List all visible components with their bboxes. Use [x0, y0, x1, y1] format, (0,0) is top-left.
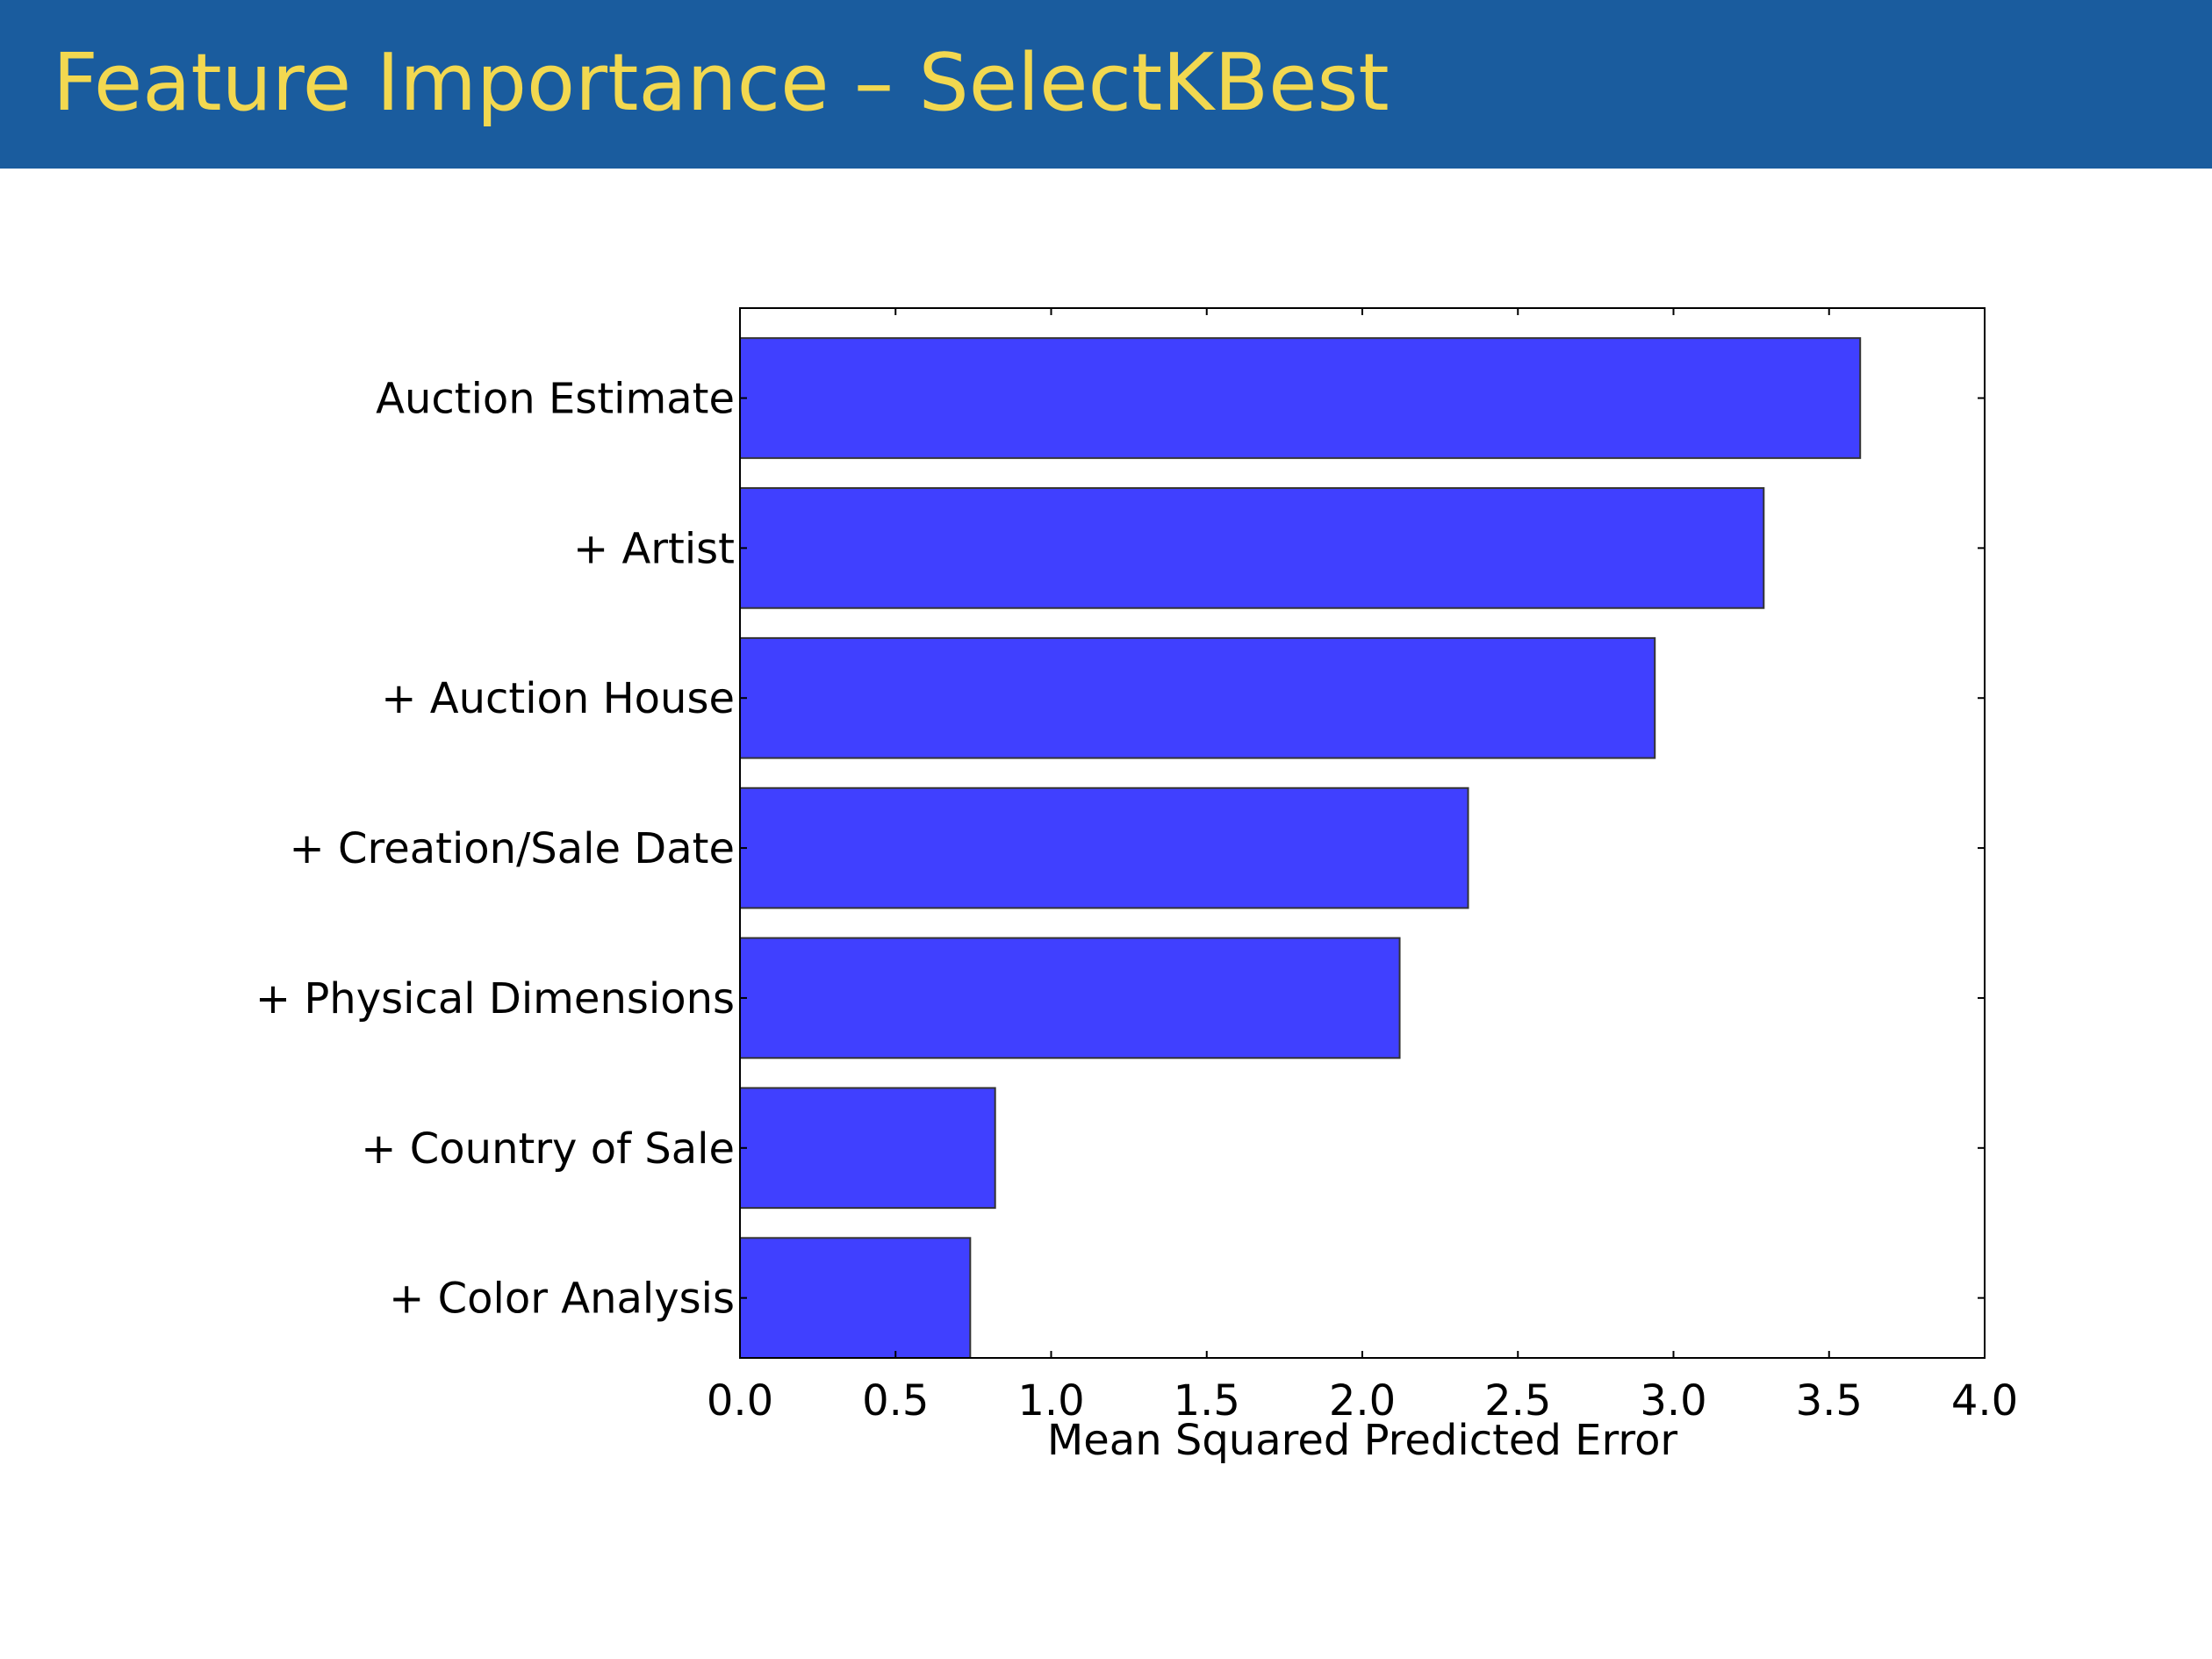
x-tick-label-0: 0.0 — [707, 1376, 773, 1426]
bar-1 — [739, 487, 1765, 609]
y-tick-label-6: + Color Analysis — [389, 1275, 735, 1324]
x-tick-label-5: 2.5 — [1484, 1376, 1551, 1426]
x-tick-label-6: 3.0 — [1640, 1376, 1706, 1426]
bar-0 — [739, 337, 1862, 459]
x-tick-label-8: 4.0 — [1951, 1376, 2018, 1426]
y-tick-label-3: + Creation/Sale Date — [290, 824, 735, 873]
bar-6 — [739, 1237, 972, 1360]
x-tick-label-3: 1.5 — [1174, 1376, 1240, 1426]
y-tick-label-4: + Physical Dimensions — [255, 974, 735, 1023]
bar-4 — [739, 937, 1401, 1059]
bar-3 — [739, 786, 1469, 909]
x-tick-label-4: 2.0 — [1329, 1376, 1396, 1426]
y-tick-label-0: Auction Estimate — [376, 375, 735, 424]
bar-5 — [739, 1087, 996, 1210]
x-tick-label-2: 1.0 — [1017, 1376, 1084, 1426]
x-axis-label: Mean Squared Predicted Error — [1047, 1416, 1678, 1465]
y-tick-label-1: + Artist — [573, 524, 735, 573]
y-tick-label-5: + Country of Sale — [361, 1124, 735, 1174]
y-tick-label-2: + Auction House — [381, 674, 735, 723]
slide-header — [0, 0, 2212, 169]
x-tick-label-1: 0.5 — [862, 1376, 929, 1426]
slide-title: Feature Importance – SelectKBest — [53, 37, 1390, 129]
bar-2 — [739, 636, 1656, 759]
x-tick-label-7: 3.5 — [1796, 1376, 1863, 1426]
